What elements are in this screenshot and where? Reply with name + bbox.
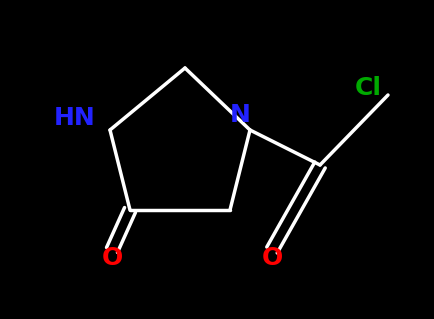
Text: Cl: Cl [354,76,381,100]
Text: O: O [261,246,282,270]
Text: HN: HN [54,106,95,130]
Text: N: N [229,103,250,127]
Text: O: O [101,246,122,270]
